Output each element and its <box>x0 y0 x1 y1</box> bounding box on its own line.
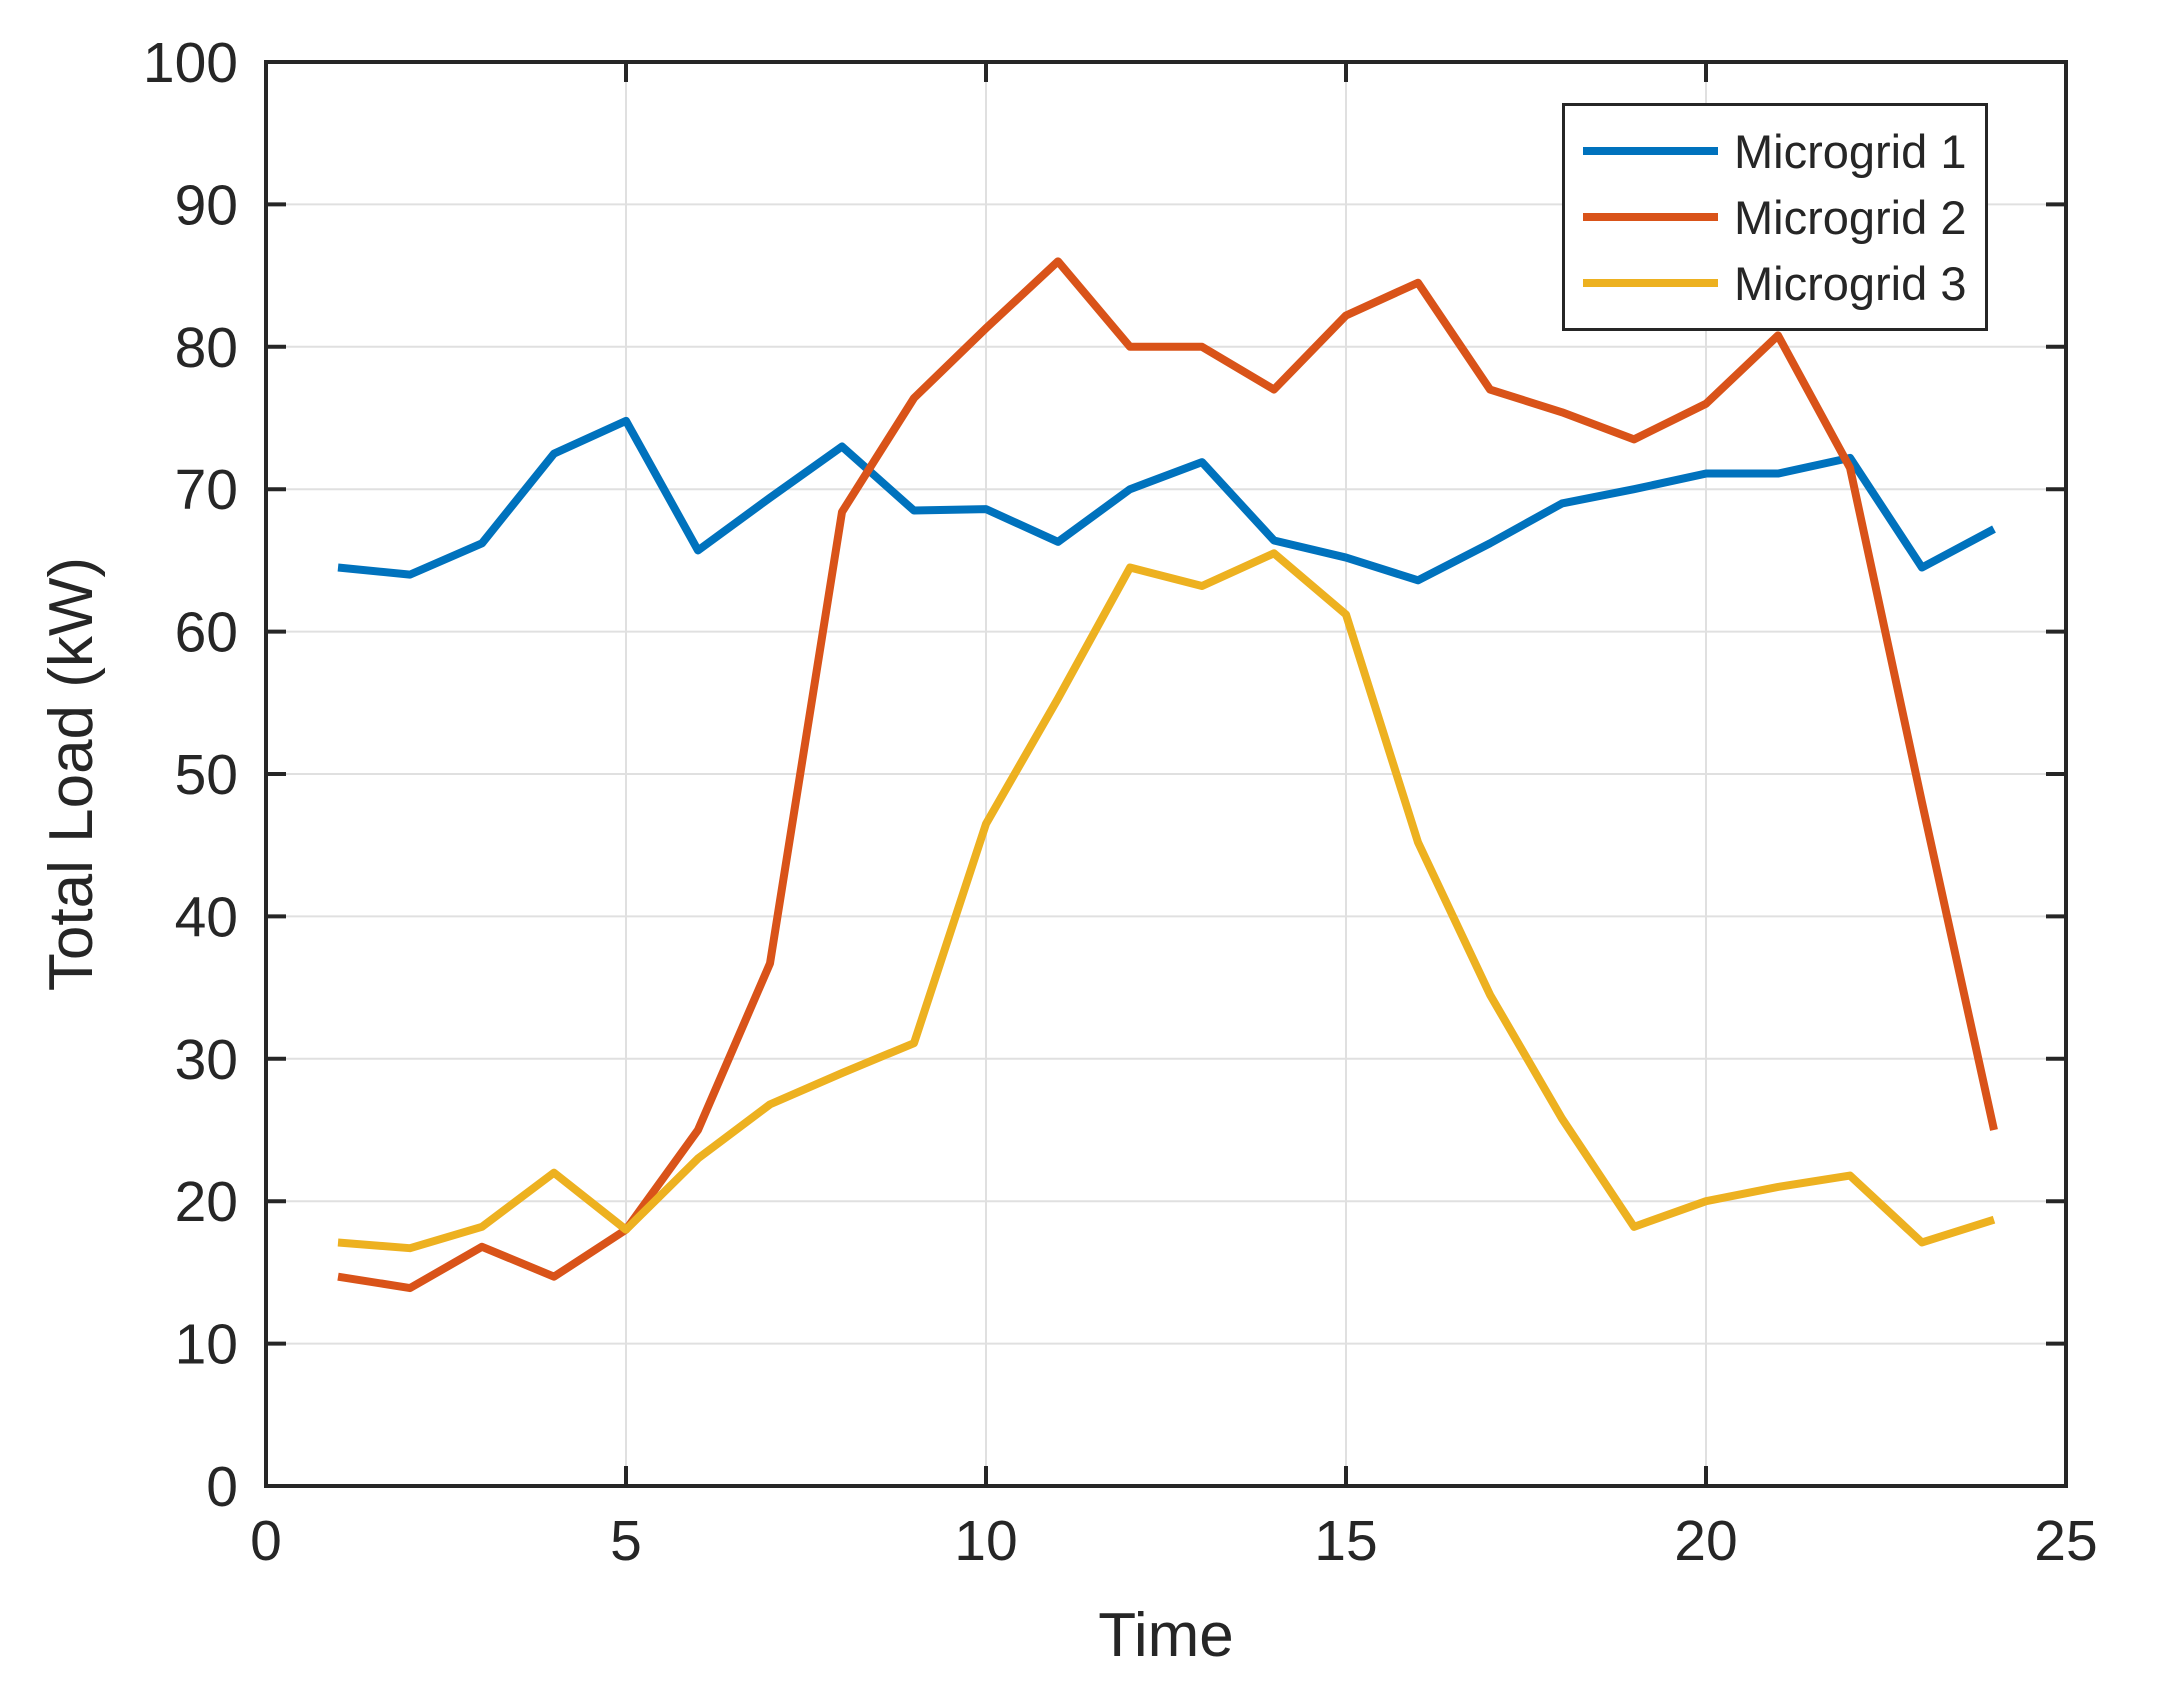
y-tick-label: 20 <box>175 1170 238 1234</box>
y-tick-label: 60 <box>175 601 238 665</box>
y-tick-label: 90 <box>175 173 238 237</box>
series-line-microgrid-3 <box>337 549 1996 1253</box>
y-tick-label: 50 <box>175 743 238 807</box>
legend-item-microgrid-1: Microgrid 1 <box>1565 118 1985 184</box>
y-axis-label: Total Load (kW) <box>37 557 106 991</box>
legend-label: Microgrid 1 <box>1734 124 1967 178</box>
x-tick-label: 5 <box>610 1509 642 1573</box>
series-layer <box>337 257 1998 1293</box>
x-tick-label: 25 <box>2034 1509 2097 1573</box>
y-tick-label: 10 <box>175 1313 238 1377</box>
x-tick-label: 10 <box>954 1509 1017 1573</box>
y-tick-label: 100 <box>143 31 238 95</box>
y-tick-label: 0 <box>206 1455 238 1519</box>
y-tick-label: 70 <box>175 458 238 522</box>
x-tick-label: 15 <box>1314 1509 1377 1573</box>
series-line-microgrid-2 <box>337 257 1998 1293</box>
legend: Microgrid 1 Microgrid 2 Microgrid 3 <box>1562 103 1988 331</box>
legend-line-swatch-microgrid-3 <box>1583 279 1718 287</box>
x-tick-label: 0 <box>250 1509 282 1573</box>
legend-line-swatch-microgrid-1 <box>1583 147 1718 155</box>
legend-item-microgrid-2: Microgrid 2 <box>1565 184 1985 250</box>
x-tick-label: 20 <box>1674 1509 1737 1573</box>
axes-layer <box>264 60 2068 1488</box>
y-tick-label: 40 <box>175 885 238 949</box>
legend-line-swatch-microgrid-2 <box>1583 213 1718 221</box>
legend-label: Microgrid 3 <box>1734 256 1967 310</box>
legend-item-microgrid-3: Microgrid 3 <box>1565 250 1985 316</box>
y-tick-label: 30 <box>175 1028 238 1092</box>
tick-label-layer: 0 5 10 15 20 25 0 10 20 30 40 50 60 70 80 90 100 <box>143 31 2098 1573</box>
series-line-microgrid-1 <box>337 416 1996 585</box>
legend-label: Microgrid 2 <box>1734 190 1967 244</box>
x-axis-label: Time <box>1098 1601 1233 1670</box>
y-tick-label: 80 <box>175 316 238 380</box>
